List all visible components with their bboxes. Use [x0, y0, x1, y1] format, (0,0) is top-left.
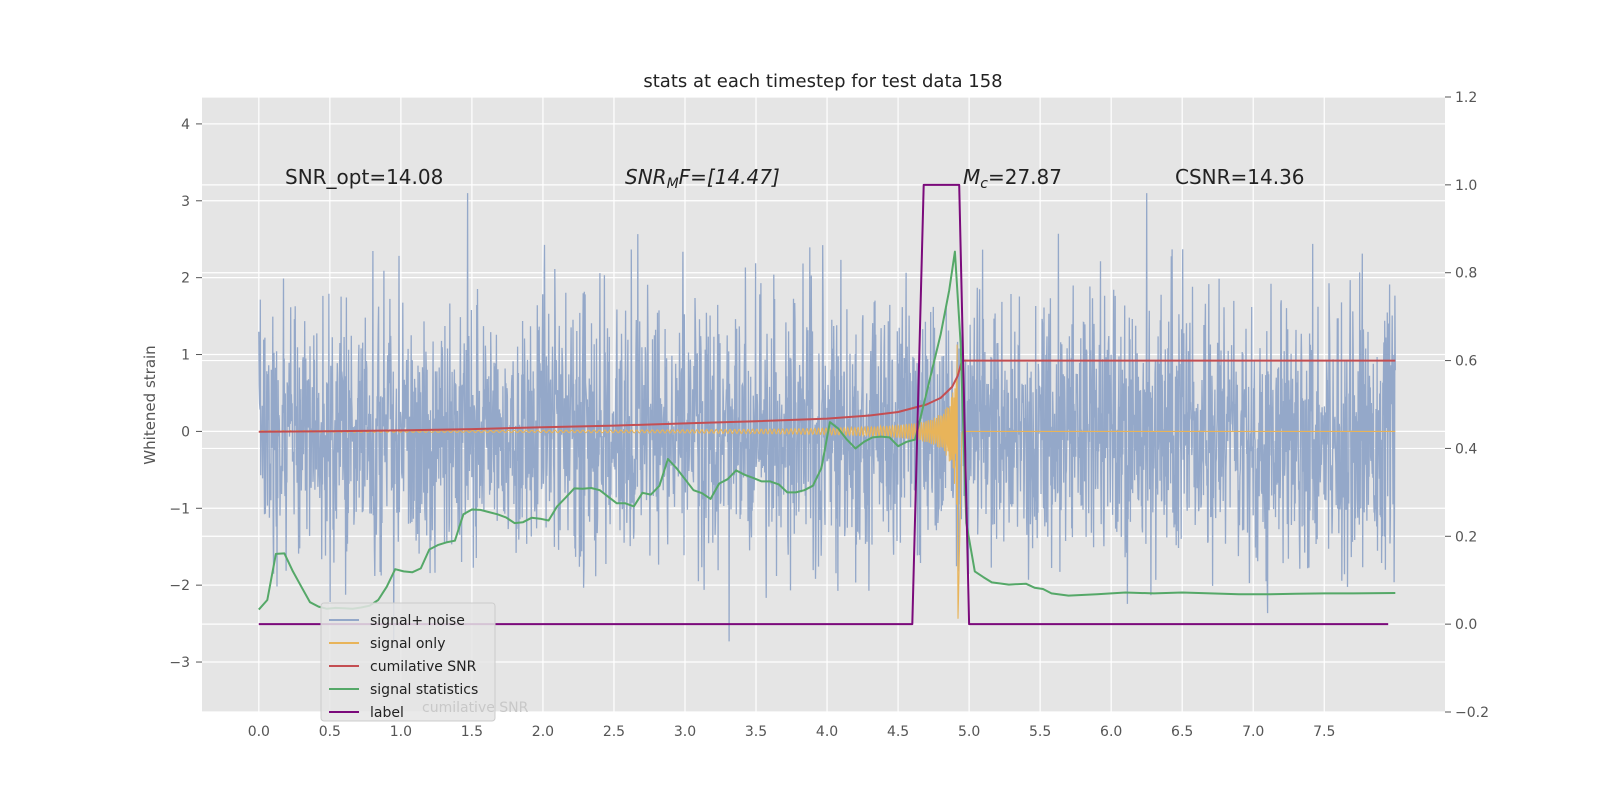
y-tick-label: 2: [181, 271, 190, 287]
legend-label: cumilative SNR: [370, 659, 477, 675]
x-axis: 0.0 0.5 1.0 1.5 2.0 2.5 3.0 3.5 4.0 4.5 5.0 5.5 6.0 6…: [248, 724, 1336, 740]
chart-title: stats at each timestep for test data 158: [643, 71, 1002, 92]
annotation-snr-mf-sub: M: [667, 176, 679, 192]
y2-tick-label: 1.2: [1455, 90, 1477, 106]
annotation-snr-opt: SNR_opt=14.08: [285, 165, 443, 189]
legend-label: signal+ noise: [370, 613, 465, 629]
y-axis-left: 4 3 2 1 0 −1 −2 −3: [169, 117, 202, 671]
x-tick-label: 0.5: [319, 724, 341, 740]
y2-tick-label: 1.0: [1455, 178, 1477, 194]
series-statistics-path: [258, 250, 1396, 611]
x-tick-label: 7.0: [1242, 724, 1264, 740]
series-cumulative-path: [258, 359, 1396, 433]
series-label-path: [258, 183, 1389, 626]
y-tick-label: 3: [181, 194, 190, 210]
x-tick-label: 3.0: [674, 724, 696, 740]
x-tick-label: 6.5: [1171, 724, 1193, 740]
y-tick-label: −2: [169, 578, 190, 594]
x-tick-label: 5.0: [958, 724, 980, 740]
y2-tick-label: 0.4: [1455, 441, 1477, 457]
annotation-mc-sub: c: [980, 176, 988, 192]
x-tick-label: 1.5: [461, 724, 483, 740]
y-tick-label: −3: [169, 655, 190, 671]
series-signal-only: [258, 344, 1396, 619]
annotation-mc-prefix: M: [963, 165, 980, 189]
annotation-csnr: CSNR=14.36: [1175, 165, 1305, 189]
x-tick-label: 4.5: [887, 724, 909, 740]
x-tick-label: 2.0: [532, 724, 554, 740]
y2-tick-label: 0.2: [1455, 529, 1477, 545]
legend-overlap-text: cumilative SNR: [422, 700, 529, 716]
y-axis-label: Whitened strain: [141, 345, 159, 464]
y2-tick-label: 0.8: [1455, 266, 1477, 282]
x-tick-label: 5.5: [1029, 724, 1051, 740]
y-tick-label: 1: [181, 348, 190, 364]
x-tick-label: 4.0: [816, 724, 838, 740]
legend-box: [320, 602, 496, 722]
x-tick-label: 6.0: [1100, 724, 1122, 740]
annotation-mc: Mc=27.87: [963, 165, 1062, 192]
y-tick-label: 0: [181, 424, 190, 440]
legend-label: signal statistics: [370, 682, 478, 698]
y-tick-label: 4: [181, 117, 190, 133]
series-signal-statistics: [258, 250, 1396, 611]
y-axis-right: 1.2 1.0 0.8 0.6 0.4 0.2 0.0 −0.2: [1445, 90, 1489, 721]
legend-label: signal only: [370, 636, 445, 652]
y-tick-label: −1: [169, 501, 190, 517]
x-tick-label: 0.0: [248, 724, 270, 740]
y2-tick-label: 0.6: [1455, 354, 1477, 370]
x-tick-label: 7.5: [1313, 724, 1335, 740]
annotation-snr-mf-prefix: SNR: [625, 165, 667, 189]
series-cumulative-snr: [258, 359, 1396, 433]
y2-tick-label: −0.2: [1455, 705, 1489, 721]
y2-tick-label: 0.0: [1455, 617, 1477, 633]
annotation-mc-suffix: =27.87: [988, 165, 1062, 189]
legend-label: label: [370, 705, 404, 721]
legend: cumilative SNR signal+ noise signal only c…: [320, 602, 529, 722]
x-tick-label: 2.5: [603, 724, 625, 740]
annotation-snr-mf: SNRMF=[14.47]: [625, 165, 780, 192]
annotation-snr-mf-suffix: F=[14.47]: [679, 165, 780, 189]
x-tick-label: 1.0: [390, 724, 412, 740]
x-tick-label: 3.5: [745, 724, 767, 740]
series-label: [258, 183, 1389, 626]
signal-line: [258, 344, 1396, 619]
